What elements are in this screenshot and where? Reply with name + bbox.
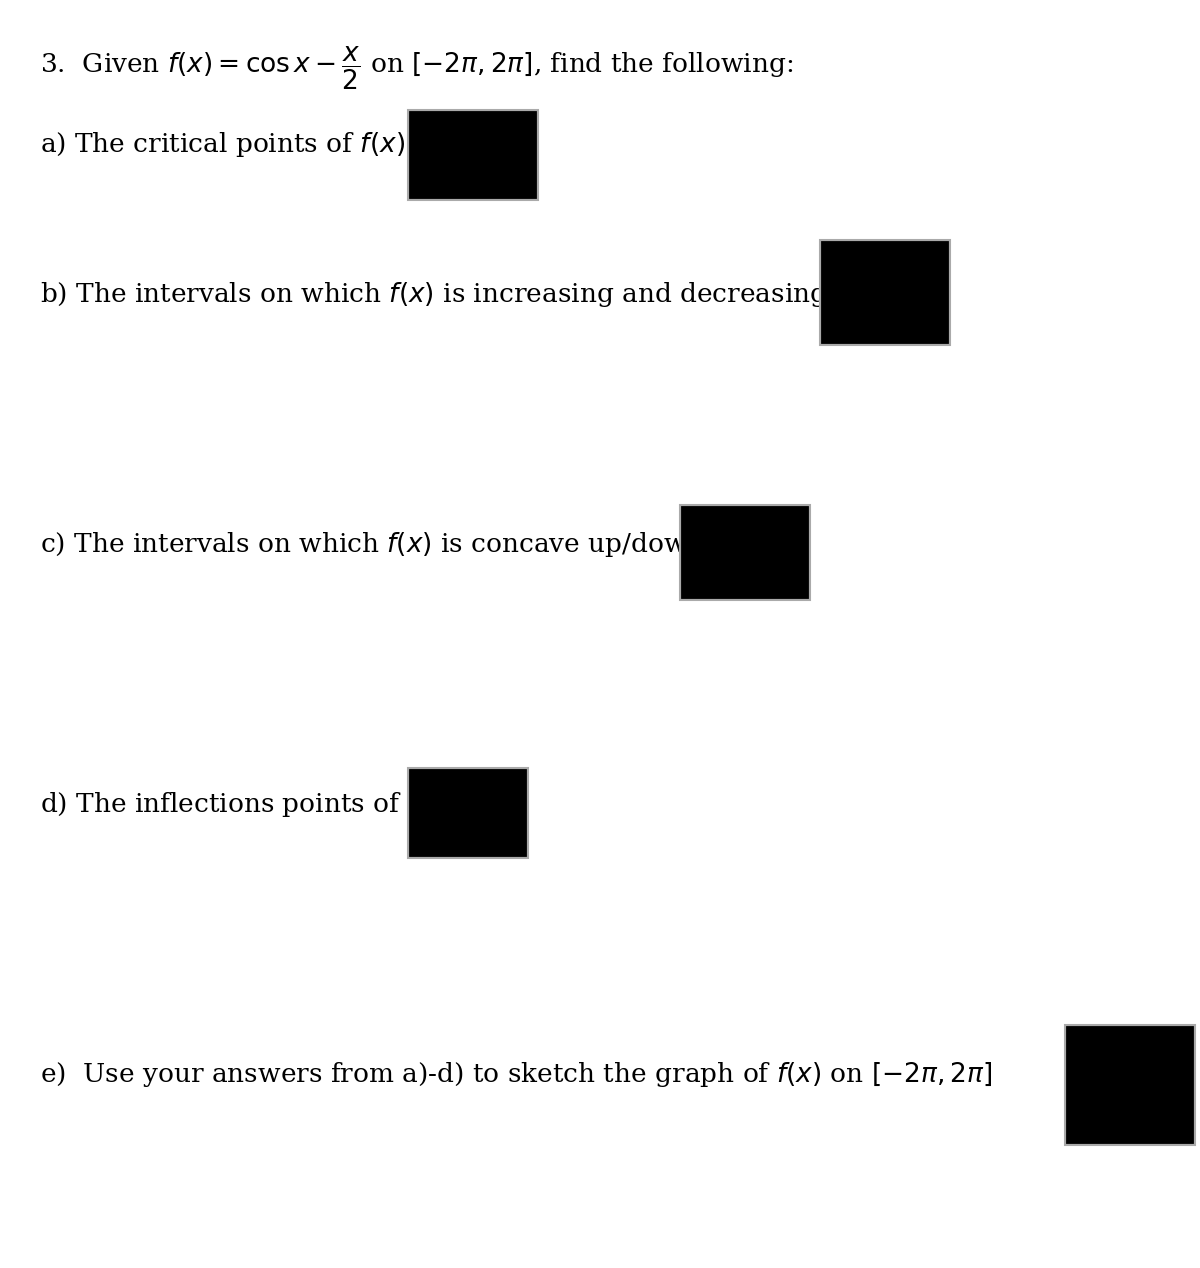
Bar (1066, 1025, 1195, 1145)
Bar (680, 505, 810, 600)
Bar (1066, 1025, 1195, 1145)
Text: b) The intervals on which $f(x)$ is increasing and decreasing.: b) The intervals on which $f(x)$ is incr… (40, 280, 834, 309)
Bar (408, 110, 538, 200)
Text: a) The critical points of $f(x)$: a) The critical points of $f(x)$ (40, 131, 406, 158)
Bar (408, 768, 528, 858)
Bar (408, 768, 528, 858)
Bar (820, 240, 950, 345)
Text: d) The inflections points of $f(x)$: d) The inflections points of $f(x)$ (40, 790, 452, 819)
Text: e)  Use your answers from a)-d) to sketch the graph of $f(x)$ on $[-2\pi, 2\pi]$: e) Use your answers from a)-d) to sketch… (40, 1060, 992, 1089)
Text: 3.  Given $f(x) = \cos x - \dfrac{x}{2}$ on $[-2\pi, 2\pi]$, find the following:: 3. Given $f(x) = \cos x - \dfrac{x}{2}$ … (40, 44, 793, 93)
Bar (820, 240, 950, 345)
Bar (680, 505, 810, 600)
Bar (408, 110, 538, 200)
Text: c) The intervals on which $f(x)$ is concave up/down: c) The intervals on which $f(x)$ is conc… (40, 530, 704, 559)
